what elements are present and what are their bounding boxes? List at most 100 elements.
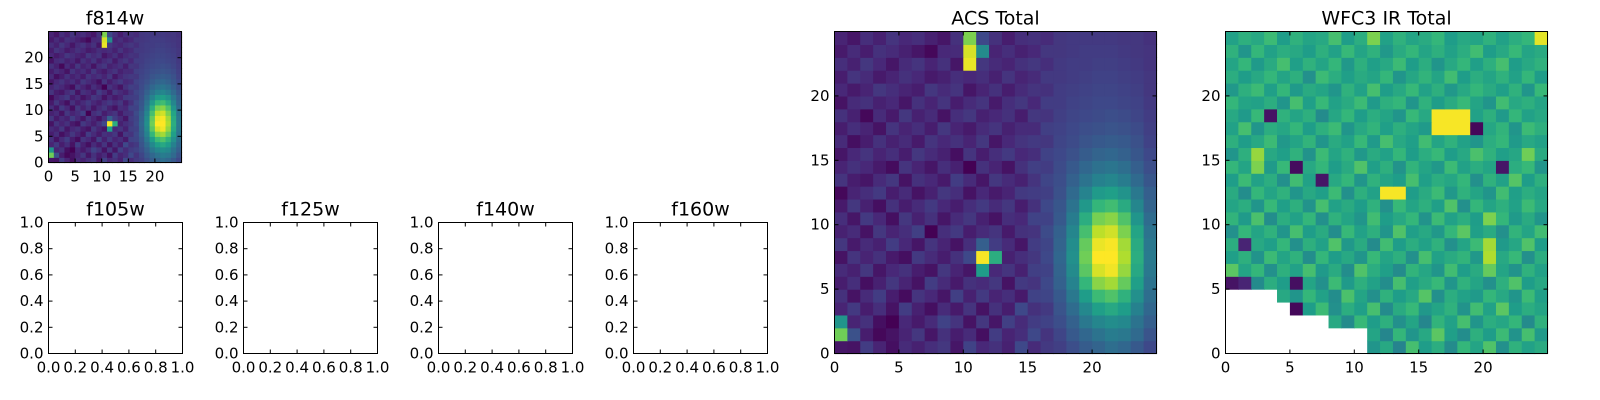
heatmap-cell [1495,70,1510,84]
heatmap-cell [96,146,103,153]
heatmap-cell [1117,314,1132,329]
heatmap-cell [107,141,113,148]
heatmap-cell [911,198,926,213]
heatmap-cell [1277,237,1291,252]
heatmap-cell [80,31,87,38]
heatmap-cell [1238,160,1252,174]
heatmap-cell [1289,237,1304,252]
heatmap-cell [133,141,140,148]
heatmap-cell [950,147,964,161]
heatmap-cell [133,57,140,64]
heatmap-cell [1508,263,1523,277]
heatmap-cell [1328,108,1343,123]
heatmap-cell [950,340,964,355]
heatmap-cell [1251,250,1265,264]
heatmap-cell [149,52,156,59]
heatmap-cell [170,94,177,101]
heatmap-cell [165,146,172,153]
heatmap-cell [886,276,900,290]
heatmap-cell [1053,340,1067,355]
heatmap-cell [1302,134,1317,149]
heatmap-cell [48,73,55,80]
heatmap-cell [1014,250,1029,264]
heatmap-cell [53,131,60,137]
heatmap-cell [122,141,129,148]
heatmap-cell [75,41,82,48]
heatmap-cell [976,327,990,342]
heatmap-cell [112,57,119,64]
heatmap-cell [976,224,990,239]
heatmap-cell [1040,314,1055,329]
heatmap-cell [170,115,177,122]
heatmap-cell [1354,314,1368,329]
heatmap-cell [176,104,183,111]
heatmap-cell [160,146,167,153]
heatmap-cell [911,134,926,149]
heatmap-cell [1289,224,1304,239]
heatmap-cell [1534,263,1549,277]
heatmap-cell [1143,186,1158,200]
heatmap-cell [85,131,92,137]
heatmap-cell [154,68,161,75]
heatmap-cell [1040,147,1055,161]
heatmap-cell [1534,224,1549,239]
heatmap-cell [834,314,848,329]
heatmap-cell [1027,276,1042,290]
heatmap-cell [1079,301,1093,316]
heatmap-cell [1457,327,1471,342]
heatmap-cell [176,99,183,106]
heatmap-cell [937,340,952,355]
heatmap-cell [165,62,172,69]
heatmap-cell [117,131,124,137]
heatmap-cell [1289,95,1304,110]
heatmap-cell [898,289,913,303]
heatmap-cell [1354,70,1368,84]
heatmap-cell [64,36,71,43]
heatmap-cell [75,157,82,164]
heatmap-cell [128,36,135,43]
heatmap-cell [989,108,1003,123]
heatmap-cell [176,136,183,143]
heatmap-cell [1444,327,1458,342]
heatmap-cell [96,157,103,164]
heatmap-cell [1130,237,1145,252]
heatmap-cell [122,157,129,164]
heatmap-cell [1277,198,1291,213]
heatmap-cell [1302,44,1317,58]
x-tick-label: 15 [119,168,138,186]
heatmap-cell [1092,211,1106,226]
heatmap-cell [144,136,151,143]
heatmap-cell [138,89,145,95]
heatmap-cell [69,47,76,54]
heatmap-cell [1341,70,1355,84]
heatmap-cell [847,237,861,252]
heatmap-cell [176,73,183,80]
heatmap-cell [847,31,861,45]
heatmap-cell [924,263,939,277]
y-tick-label: 20 [24,49,43,67]
heatmap-cell [1315,57,1330,71]
heatmap-cell [1040,289,1055,303]
heatmap-cell [48,146,55,153]
heatmap-cell [847,224,861,239]
heatmap-cell [860,44,874,58]
heatmap-cell [860,121,874,136]
heatmap-cell [64,146,71,153]
heatmap-cell [1431,237,1446,252]
heatmap-cell [1277,70,1291,84]
heatmap-cell [937,108,952,123]
heatmap-cell [1367,121,1381,136]
heatmap-cell [107,104,113,111]
heatmap-cell [48,141,55,148]
heatmap-cell [937,121,952,136]
heatmap-cell [1431,70,1446,84]
heatmap-cell [911,340,926,355]
heatmap-cell [963,121,977,136]
heatmap-cell [1444,44,1458,58]
heatmap-cell [963,95,977,110]
heatmap-cell [950,237,964,252]
heatmap-cell [53,68,60,75]
heatmap-cell [1092,95,1106,110]
heatmap-cell [101,141,108,148]
heatmap-cell [165,78,172,85]
